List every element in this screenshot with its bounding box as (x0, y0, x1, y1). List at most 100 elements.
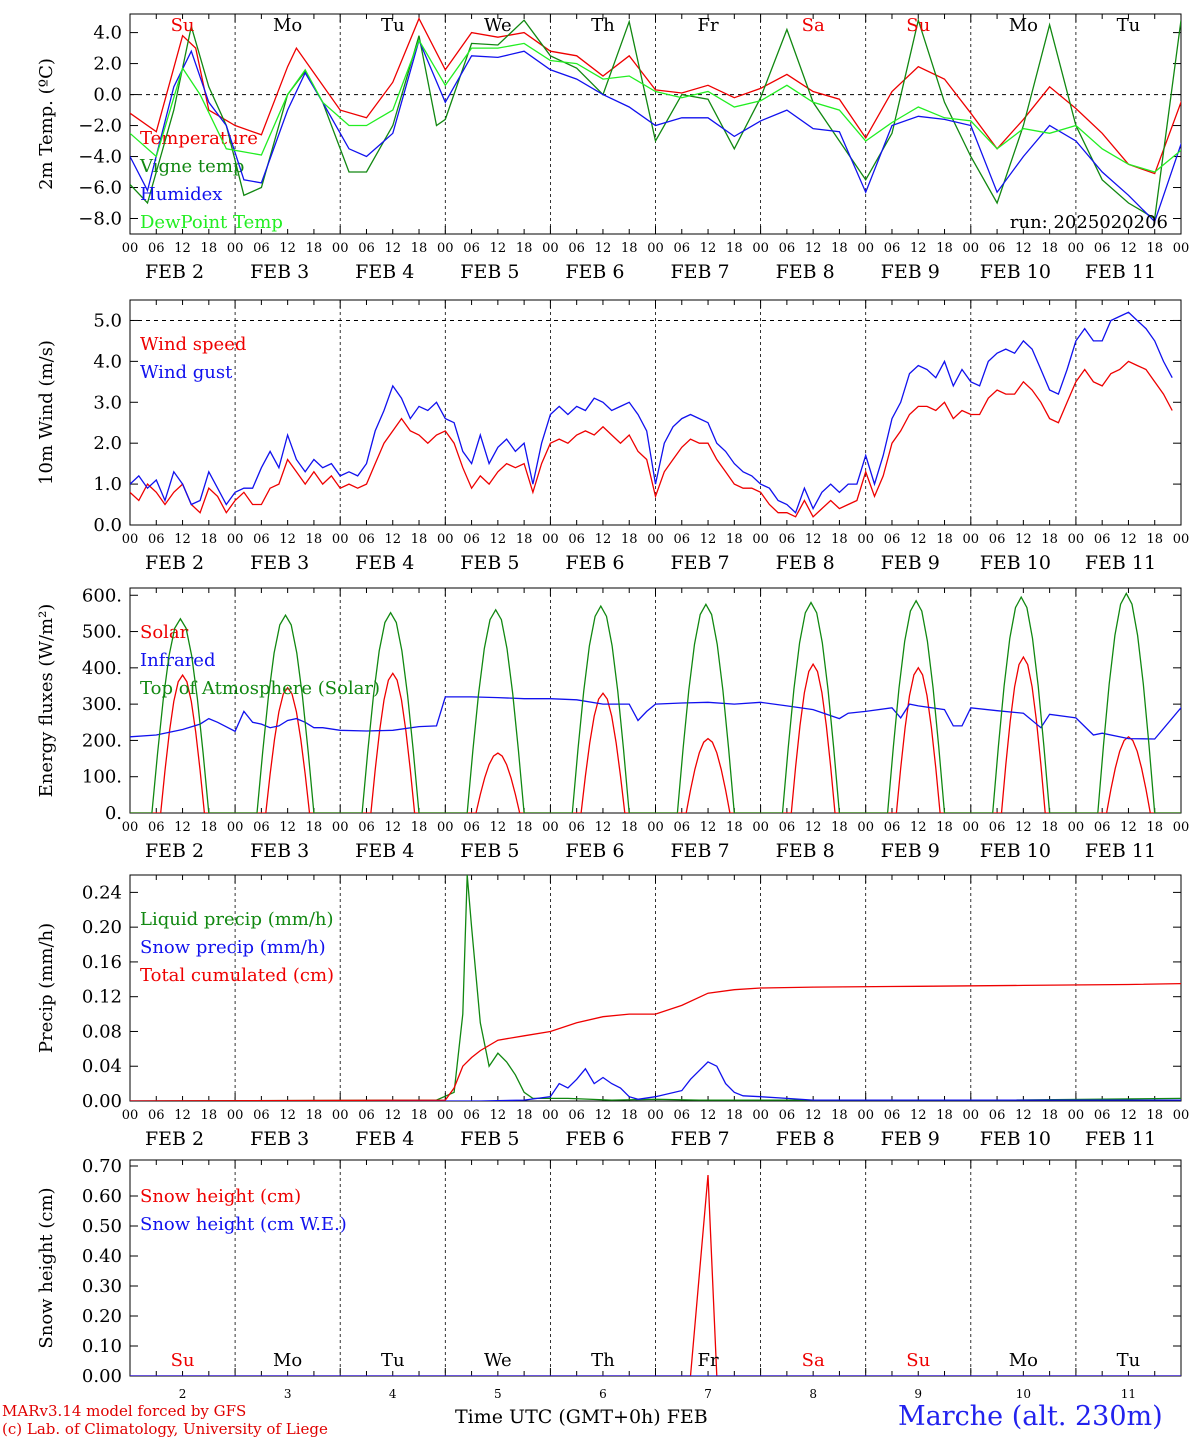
hour-label: 18 (726, 532, 743, 547)
y-tick-label: 500. (82, 622, 122, 643)
hour-label: 18 (306, 241, 323, 256)
date-label: FEB 2 (145, 552, 204, 574)
hour-label: 12 (384, 241, 401, 256)
series-line-top-of-atmosphere-solar- (130, 592, 1181, 813)
hour-label: 12 (700, 1108, 717, 1123)
y-tick-label: 0.12 (82, 987, 122, 1008)
date-label: FEB 4 (355, 1128, 414, 1150)
panel-3: 600. 500. 400. 300. 200. 100. 0. Energy fluxes … (36, 585, 1189, 862)
day-number: 2 (179, 1387, 187, 1401)
weekday-label: Mo (273, 1350, 302, 1371)
y-tick-label: 2.0 (93, 54, 122, 75)
hour-label: 06 (779, 820, 796, 835)
hour-label: 12 (279, 1108, 296, 1123)
y-axis-label: Precip (mm/h) (36, 923, 57, 1053)
hour-label: 00 (857, 241, 874, 256)
panel-1: 4.0 2.0 0.0 −2.0 −4.0 −6.0 −8.0 2m Temp. (ºC) Te… (36, 13, 1189, 283)
hour-label: 00 (122, 1108, 139, 1123)
hour-label: 18 (621, 1108, 638, 1123)
date-label: FEB 4 (355, 552, 414, 574)
hour-label: 12 (384, 1108, 401, 1123)
date-label: FEB 3 (250, 261, 309, 283)
hour-label: 12 (1120, 1108, 1137, 1123)
hour-label: 00 (963, 241, 980, 256)
panel-4: 0.24 0.20 0.16 0.12 0.08 0.04 0.00 Precip (mm/h… (36, 874, 1189, 1150)
hour-label: 18 (1041, 241, 1058, 256)
y-tick-label: 0.24 (82, 882, 122, 903)
hour-label: 00 (542, 820, 559, 835)
hour-label: 00 (227, 1108, 244, 1123)
y-tick-label: 0.70 (82, 1156, 122, 1177)
date-label: FEB 4 (355, 840, 414, 862)
hour-label: 00 (437, 1108, 454, 1123)
hour-label: 00 (122, 820, 139, 835)
hour-label: 18 (516, 241, 533, 256)
legend-entry: Liquid precip (mm/h) (140, 909, 334, 930)
legend-entry: Snow height (cm) (140, 1186, 301, 1207)
legend-entry: Wind gust (140, 362, 233, 383)
hour-label: 06 (148, 1108, 165, 1123)
date-label: FEB 5 (460, 552, 519, 574)
weekday-label: Th (591, 1350, 615, 1371)
y-tick-label: 5.0 (93, 310, 122, 331)
x-axis-title: Time UTC (GMT+0h) FEB (455, 1406, 708, 1428)
y-tick-label: 600. (82, 585, 122, 606)
date-label: FEB 9 (881, 261, 940, 283)
hour-label: 12 (174, 820, 191, 835)
y-tick-label: 0.0 (93, 515, 122, 536)
legend-entry: Humidex (140, 184, 222, 205)
hour-label: 12 (910, 241, 927, 256)
hour-label: 18 (726, 241, 743, 256)
day-number: 7 (704, 1387, 712, 1401)
legend-entry: Temperature (140, 128, 258, 149)
lab-credit: (c) Lab. of Climatology, University of L… (2, 1420, 328, 1438)
day-number: 11 (1121, 1387, 1136, 1401)
weekday-label: Mo (273, 15, 302, 36)
y-tick-label: 300. (82, 694, 122, 715)
weekday-label: Su (171, 15, 195, 36)
hour-label: 00 (332, 1108, 349, 1123)
series-line-snow-precip-mm-h- (130, 1061, 1181, 1101)
date-label: FEB 9 (881, 840, 940, 862)
hour-label: 18 (306, 1108, 323, 1123)
hour-label: 00 (857, 1108, 874, 1123)
hour-label: 12 (595, 532, 612, 547)
weekday-label: Tu (1117, 1350, 1141, 1371)
weekday-label: Su (906, 15, 930, 36)
y-tick-label: 0.20 (82, 1306, 122, 1327)
weekday-label: We (484, 15, 512, 36)
date-label: FEB 9 (881, 552, 940, 574)
date-label: FEB 4 (355, 261, 414, 283)
weekday-label: Sa (802, 1350, 825, 1371)
hour-label: 06 (989, 820, 1006, 835)
date-label: FEB 8 (776, 840, 835, 862)
y-tick-label: 400. (82, 658, 122, 679)
hour-label: 06 (884, 820, 901, 835)
hour-label: 06 (358, 820, 375, 835)
hour-label: 12 (805, 1108, 822, 1123)
series-line-snow-height-cm- (130, 1174, 1181, 1376)
series-line-humidex (130, 38, 1181, 223)
hour-label: 00 (1068, 241, 1085, 256)
weekday-label: Su (906, 1350, 930, 1371)
hour-label: 18 (831, 532, 848, 547)
hour-label: 18 (831, 1108, 848, 1123)
hour-label: 18 (411, 820, 428, 835)
weekday-label: Mo (1009, 15, 1038, 36)
hour-label: 00 (437, 820, 454, 835)
date-label: FEB 5 (460, 840, 519, 862)
station-label: Marche (alt. 230m) (898, 1401, 1163, 1432)
hour-label: 06 (779, 241, 796, 256)
hour-label: 06 (148, 532, 165, 547)
hour-label: 00 (1068, 1108, 1085, 1123)
y-tick-label: 0.60 (82, 1186, 122, 1207)
hour-label: 00 (227, 820, 244, 835)
date-label: FEB 7 (670, 1128, 729, 1150)
series-line-vigne-temp (130, 17, 1181, 220)
hour-label: 00 (542, 241, 559, 256)
y-axis-label: Energy fluxes (W/m²) (36, 604, 57, 798)
date-label: FEB 11 (1085, 840, 1156, 862)
y-tick-label: 2.0 (93, 433, 122, 454)
hour-label: 06 (989, 532, 1006, 547)
hour-label: 00 (122, 532, 139, 547)
